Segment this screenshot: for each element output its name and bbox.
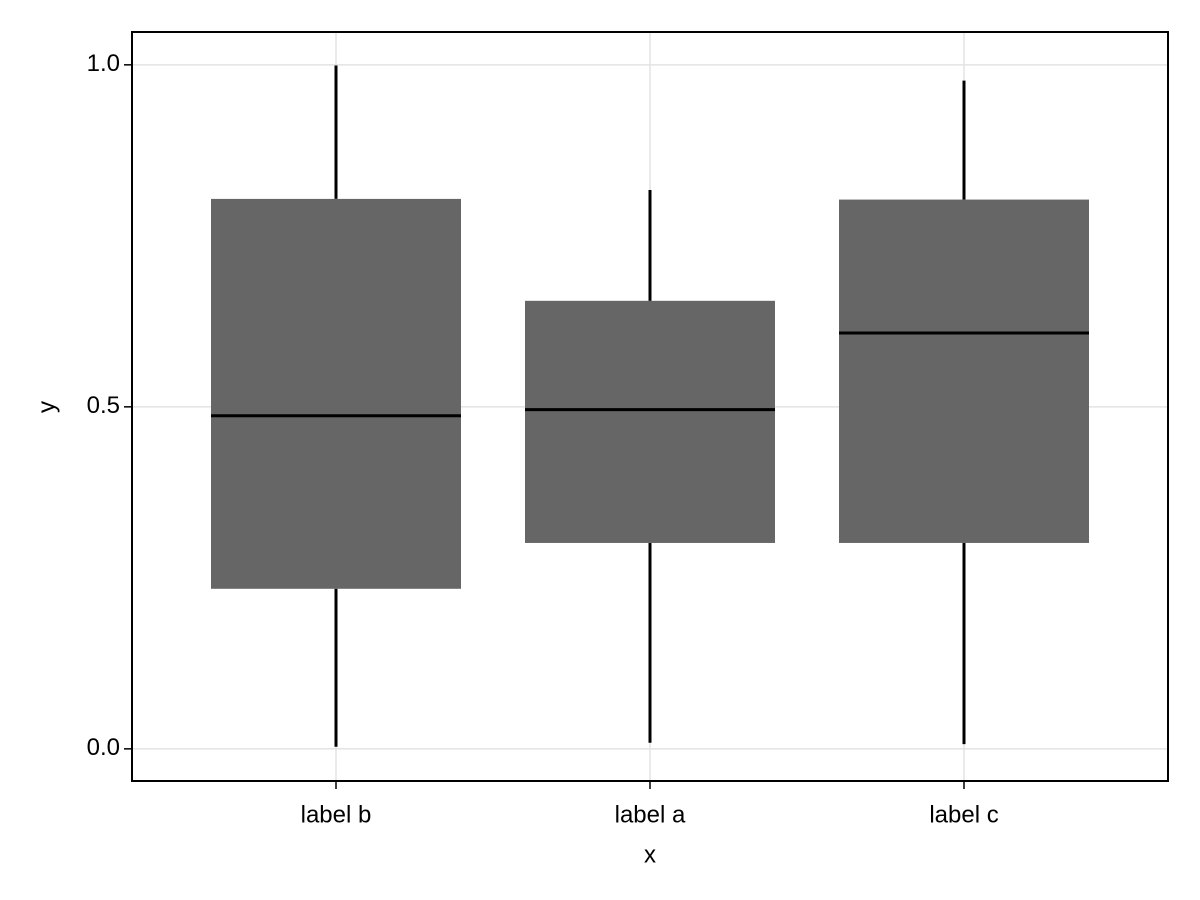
y-tick-label: 1.0 [87, 50, 120, 77]
x-axis-label: x [644, 841, 656, 868]
box [525, 300, 775, 543]
box [211, 198, 461, 589]
x-tick-label: label b [301, 801, 372, 828]
y-tick-label: 0.5 [87, 392, 120, 419]
x-tick-label: label c [929, 801, 998, 828]
box [839, 199, 1089, 543]
y-axis-label: y [33, 401, 60, 413]
x-tick-label: label a [615, 801, 686, 828]
plot-frame [131, 31, 1169, 782]
y-tick-label: 0.0 [87, 734, 120, 761]
